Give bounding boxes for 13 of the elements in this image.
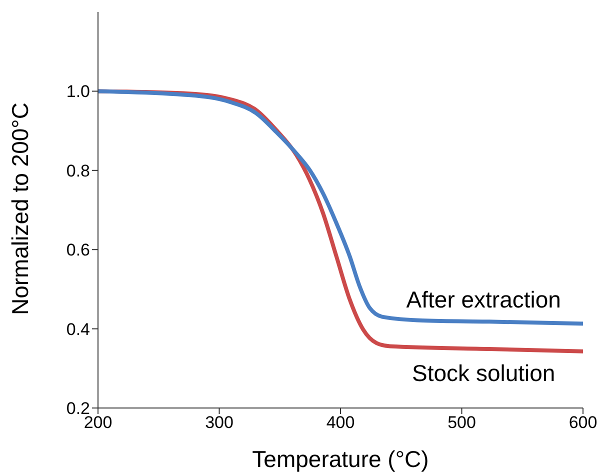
series-label: Stock solution — [412, 360, 556, 386]
x-tick-label: 500 — [448, 413, 476, 432]
x-tick-label: 300 — [205, 413, 234, 432]
y-tick-label: 0.8 — [66, 161, 90, 180]
x-tick-label: 400 — [326, 413, 355, 432]
y-tick-label: 1.0 — [66, 82, 90, 102]
y-tick-label: 0.4 — [66, 320, 90, 339]
x-tick-label: 600 — [568, 413, 598, 432]
series-label: After extraction — [406, 286, 561, 313]
x-tick-label: 200 — [84, 413, 112, 432]
x-axis-title: Temperature (°C) — [252, 446, 429, 472]
y-tick-label: 0.6 — [66, 240, 90, 260]
y-axis-title: Normalized to 200°C — [7, 102, 34, 315]
